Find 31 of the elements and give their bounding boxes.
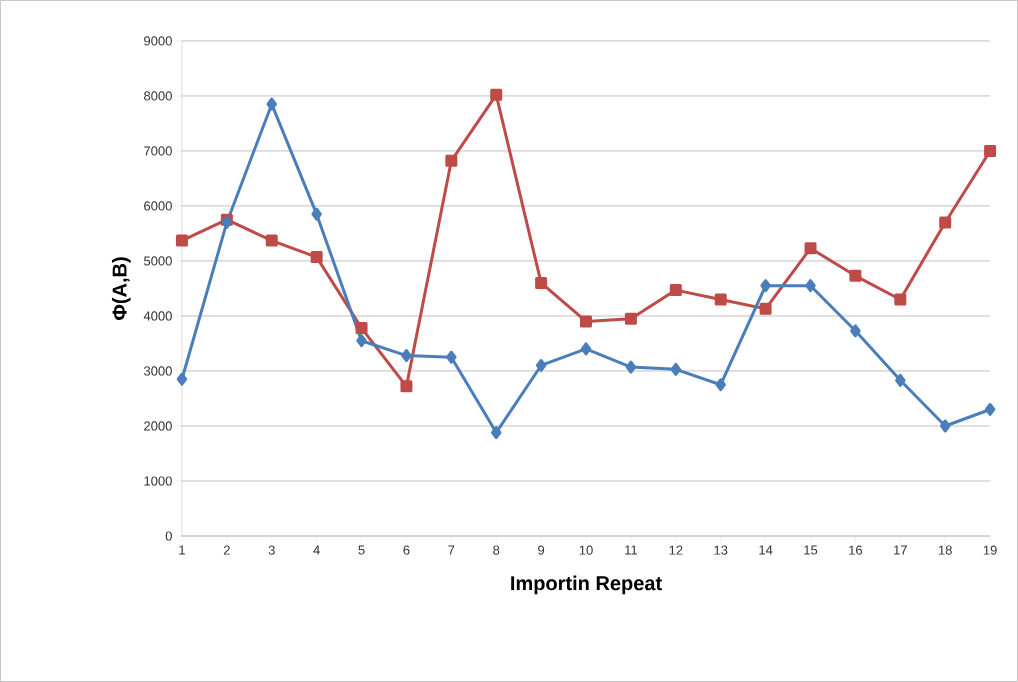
y-tick-label: 4000 — [143, 311, 172, 321]
y-tick-label: 5000 — [144, 256, 172, 266]
y-tick-label: 0 — [165, 531, 172, 541]
x-tick-label: 18 — [938, 545, 952, 555]
x-tick-label: 5 — [358, 545, 365, 555]
x-tick-label: 10 — [579, 545, 593, 555]
y-tick-label: 2000 — [144, 421, 172, 431]
x-tick-label: 2 — [223, 545, 230, 555]
y-tick-label: 1000 — [144, 476, 172, 486]
x-tick-label: 7 — [448, 545, 455, 555]
x-tick-label: 11 — [625, 545, 638, 555]
x-tick-label: 15 — [804, 545, 818, 555]
y-tick-label: 6000 — [144, 201, 172, 211]
x-tick-label: 1 — [179, 545, 185, 555]
y-tick-label: 7000 — [144, 146, 172, 156]
y-tick-label: 8000 — [144, 91, 172, 101]
y-tick-label: 9000 — [144, 36, 172, 46]
x-tick-label: 9 — [538, 545, 545, 555]
x-tick-label: 6 — [403, 545, 410, 555]
x-tick-label: 13 — [714, 545, 728, 555]
x-tick-label: 4 — [313, 545, 320, 555]
x-tick-label: 8 — [493, 545, 500, 555]
x-tick-label: 3 — [268, 545, 275, 555]
x-tick-label: 17 — [894, 545, 907, 555]
x-tick-label: 19 — [983, 545, 997, 555]
x-tick-label: 16 — [849, 545, 863, 555]
y-tick-label: 3000 — [143, 366, 172, 376]
x-axis-title: Importin Repeat — [511, 575, 662, 595]
y-axis-title: Φ(A,B) — [111, 257, 131, 320]
x-tick-label: 12 — [669, 545, 683, 555]
x-tick-label: 14 — [759, 545, 773, 555]
